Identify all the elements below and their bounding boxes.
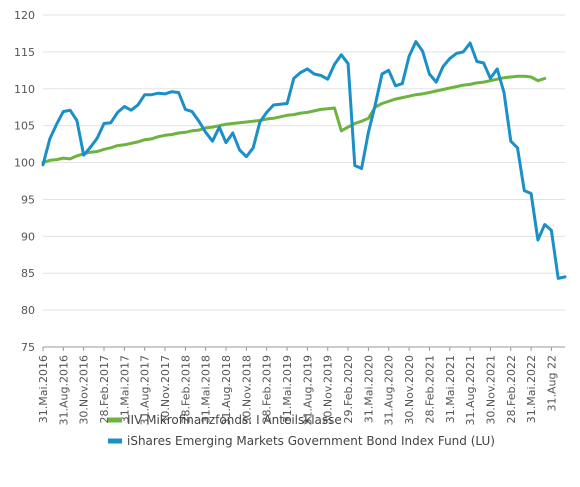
- x-tick-label: 31.Aug.2019: [301, 355, 314, 425]
- x-tick-label: 31.Aug.2017: [139, 355, 152, 425]
- legend-label-mikrofinanz: IIV Mikrofinanzfonds: I Anteilsklasse: [127, 413, 342, 427]
- y-tick-label: 80: [21, 304, 35, 317]
- x-tick-label: 31.Mai.2022: [525, 355, 538, 423]
- series-line-ishares: [41, 40, 567, 280]
- x-tick-label: 31.Aug 22: [545, 355, 558, 411]
- x-tick-label: 31.Mai.2021: [444, 355, 457, 423]
- x-tick-label: 31.Mai.2019: [281, 355, 294, 423]
- gridlines: [43, 14, 565, 348]
- y-tick-label: 75: [21, 341, 35, 354]
- y-tick-label: 110: [14, 83, 35, 96]
- x-tick-label: 31.Aug.2021: [464, 355, 477, 425]
- x-tick-label: 30.Nov.2016: [78, 355, 91, 425]
- x-tick-label: 28.Feb.2022: [505, 355, 518, 423]
- y-tick-label: 100: [14, 157, 35, 170]
- x-tick-label: 31.Mai.2017: [118, 355, 131, 423]
- x-tick-label: 30.Nov.2021: [484, 355, 497, 425]
- y-tick-label: 120: [14, 9, 35, 22]
- y-tick-label: 90: [21, 230, 35, 243]
- y-tick-label: 115: [14, 46, 35, 59]
- x-tick-label: 29.Feb.2020: [342, 355, 355, 423]
- x-tick-label: 31.Aug.2016: [57, 355, 70, 425]
- x-tick-label: 31.Mai.2016: [37, 355, 50, 423]
- series-lines: [41, 40, 567, 280]
- y-tick-label: 85: [21, 267, 35, 280]
- x-axis-tick-labels: 31.Mai.2016 31.Aug.2016 30.Nov.2016 28.Feb.…: [37, 355, 558, 425]
- x-tick-label: 30.Nov.2020: [403, 355, 416, 425]
- x-axis: [42, 346, 565, 351]
- x-tick-label: 31.Aug.2018: [220, 355, 233, 425]
- y-axis-tick-labels: 75 80 85 90 95 100 105 110 115 120: [14, 9, 35, 354]
- y-tick-label: 105: [14, 120, 35, 133]
- x-tick-label: 30.Nov.2017: [159, 355, 172, 425]
- x-tick-label: 28.Feb.2018: [179, 355, 192, 423]
- x-tick-label: 28.Feb.2019: [261, 355, 274, 423]
- series-line-mikrofinanz: [41, 74, 547, 165]
- x-tick-label: 30.Nov.2019: [322, 355, 335, 425]
- x-tick-label: 30.Nov.2018: [240, 355, 253, 425]
- x-tick-label: 31.Mai.2020: [362, 355, 375, 423]
- x-tick-label: 31.Mai.2018: [200, 355, 213, 423]
- x-tick-label: 28.Feb.2017: [98, 355, 111, 423]
- x-tick-label: 28.Feb.2021: [423, 355, 436, 423]
- y-tick-label: 95: [21, 193, 35, 206]
- legend-label-ishares: iShares Emerging Markets Government Bond…: [127, 434, 495, 448]
- x-tick-label: 31.Aug.2020: [383, 355, 396, 425]
- legend: IIV Mikrofinanzfonds: I Anteilsklasse iS…: [108, 413, 495, 448]
